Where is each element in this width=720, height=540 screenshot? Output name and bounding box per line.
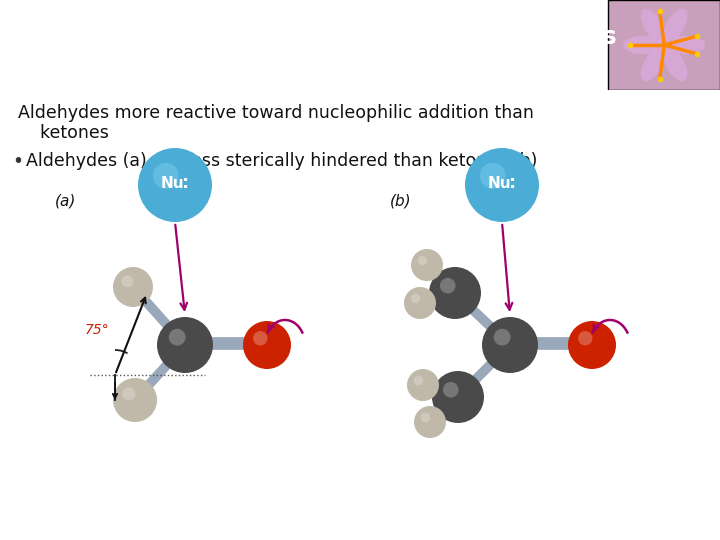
Text: •: • — [12, 152, 23, 171]
Ellipse shape — [641, 47, 665, 81]
Text: and Ketones: and Ketones — [12, 70, 179, 94]
Circle shape — [153, 163, 179, 188]
Text: Aldehydes (a) are less sterically hindered than ketones (b): Aldehydes (a) are less sterically hinder… — [26, 152, 537, 170]
Text: :: : — [510, 174, 516, 192]
Text: (b): (b) — [390, 193, 412, 208]
Circle shape — [113, 378, 157, 422]
Circle shape — [168, 329, 186, 346]
Circle shape — [243, 321, 291, 369]
Circle shape — [568, 321, 616, 369]
Circle shape — [494, 329, 510, 346]
Text: Nu: Nu — [487, 176, 510, 191]
Circle shape — [113, 267, 153, 307]
Text: ketones: ketones — [18, 124, 109, 142]
Circle shape — [440, 278, 456, 294]
Text: :: : — [182, 174, 189, 192]
Circle shape — [138, 148, 212, 222]
Circle shape — [432, 371, 484, 423]
Circle shape — [157, 317, 213, 373]
Circle shape — [414, 376, 423, 386]
Circle shape — [578, 331, 593, 346]
Circle shape — [414, 406, 446, 438]
Circle shape — [465, 148, 539, 222]
Text: Nucleophilic Addition Reactions of Aldehydes: Nucleophilic Addition Reactions of Aldeh… — [12, 25, 616, 49]
Circle shape — [480, 163, 505, 188]
Ellipse shape — [641, 9, 665, 43]
Circle shape — [122, 387, 135, 401]
Ellipse shape — [663, 9, 688, 43]
Circle shape — [410, 294, 420, 303]
Text: Aldehydes more reactive toward nucleophilic addition than: Aldehydes more reactive toward nucleophi… — [18, 104, 534, 122]
Text: Nu: Nu — [160, 176, 184, 191]
Circle shape — [404, 287, 436, 319]
Text: 75°: 75° — [85, 323, 109, 337]
Text: (a): (a) — [55, 193, 76, 208]
Circle shape — [482, 317, 538, 373]
Circle shape — [122, 275, 133, 287]
Circle shape — [420, 413, 431, 422]
Circle shape — [407, 369, 439, 401]
Ellipse shape — [663, 47, 688, 81]
Circle shape — [429, 267, 481, 319]
Circle shape — [411, 249, 443, 281]
Circle shape — [418, 256, 428, 265]
FancyBboxPatch shape — [608, 0, 720, 90]
Ellipse shape — [667, 36, 705, 54]
Circle shape — [443, 382, 459, 397]
Ellipse shape — [624, 36, 661, 54]
Circle shape — [253, 331, 267, 346]
